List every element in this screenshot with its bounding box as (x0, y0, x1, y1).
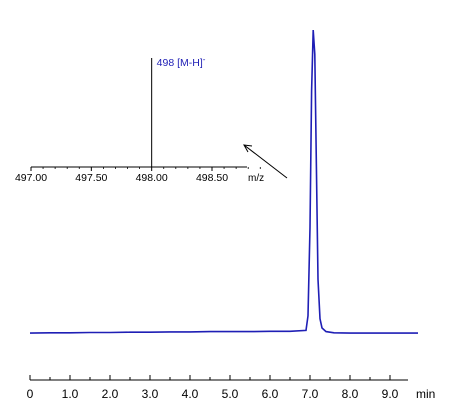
mass-spectrum-inset: 497.00 497.50 498.00 498.50 m/z 498 [M-H]- (15, 55, 264, 184)
x-tick-label: 7.0 (302, 387, 319, 401)
inset-peaks: 498 [M-H]- (151, 55, 206, 167)
inset-pointer-arrow (243, 144, 288, 179)
x-tick-label: 6.0 (262, 387, 279, 401)
inset-tick-label: 497.00 (15, 172, 47, 184)
inset-tick-label: 497.50 (75, 172, 107, 184)
x-tick-label: 3.0 (142, 387, 159, 401)
chromatogram-trace (29, 29, 418, 334)
inset-tick-label: 498.50 (196, 172, 228, 184)
x-tick-label: 9.0 (382, 387, 399, 401)
inset-x-axis-ticks: 497.00 497.50 498.00 498.50 (15, 167, 261, 184)
arrow-shaft (243, 144, 288, 179)
x-tick-label: 8.0 (342, 387, 359, 401)
arrow-head-icon (243, 144, 253, 153)
inset-peak-label: 498 [M-H]- (157, 55, 206, 69)
inset-tick-label: 498.00 (136, 172, 168, 184)
x-tick-label: 5.0 (222, 387, 239, 401)
x-tick-label: 1.0 (62, 387, 79, 401)
x-axis-ticks: 0 1.0 2.0 3.0 4.0 5.0 6.0 7.0 8.0 9.0 (27, 375, 399, 401)
chromatogram-chart: 0 1.0 2.0 3.0 4.0 5.0 6.0 7.0 8.0 9.0 min (27, 29, 435, 401)
x-axis-unit-label: min (416, 387, 435, 401)
x-tick-label: 4.0 (182, 387, 199, 401)
inset-x-axis-label: m/z (248, 173, 264, 184)
x-tick-label: 0 (27, 387, 34, 401)
x-tick-label: 2.0 (102, 387, 119, 401)
